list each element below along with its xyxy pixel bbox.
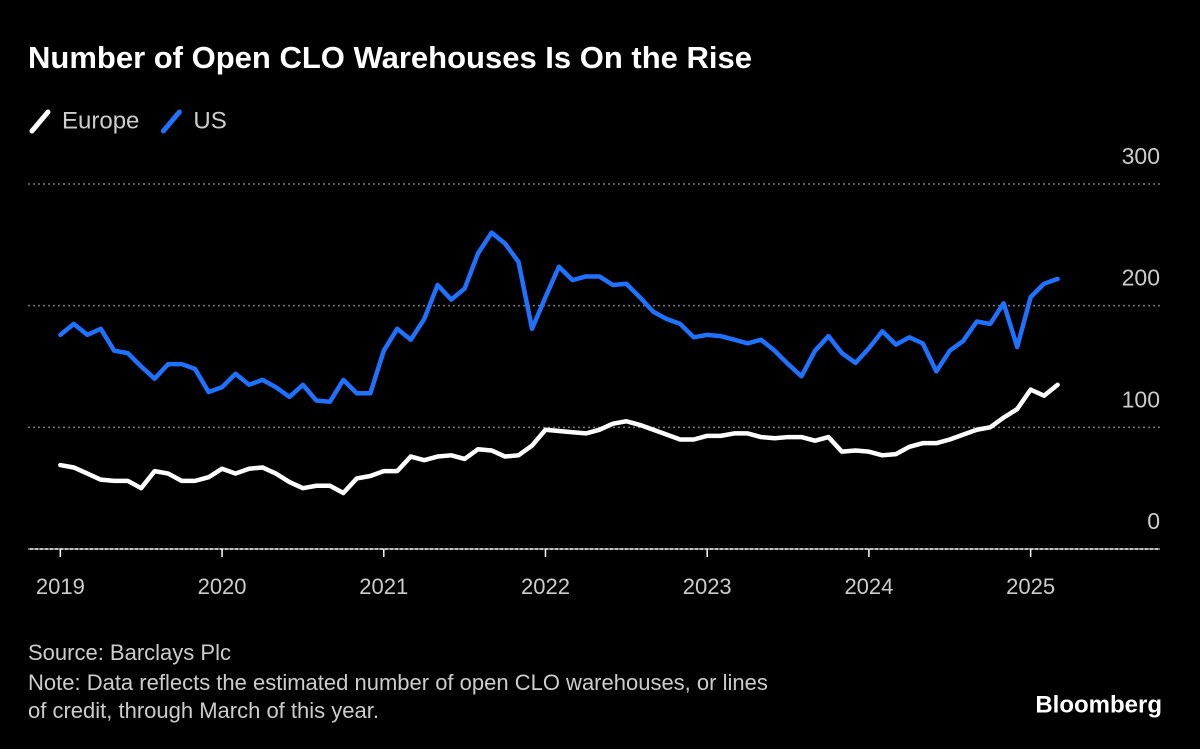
x-tick-label: 2022	[521, 574, 570, 599]
legend-label: Europe	[62, 107, 139, 134]
y-tick-label: 200	[1122, 265, 1160, 291]
legend-swatch	[160, 109, 182, 134]
x-tick-label: 2019	[36, 574, 85, 599]
y-tick-label: 0	[1147, 508, 1160, 534]
series-line	[58, 382, 1060, 496]
chart-title: Number of Open CLO Warehouses Is On the …	[28, 40, 752, 75]
note-line: of credit, through March of this year.	[28, 698, 379, 723]
brand: Bloomberg	[1035, 691, 1162, 718]
x-tick-label: 2020	[198, 574, 247, 599]
source: Source: Barclays Plc	[28, 640, 231, 665]
x-tick-label: 2021	[359, 574, 408, 599]
x-tick-label: 2025	[1006, 574, 1055, 599]
legend-swatch	[29, 109, 51, 134]
note-line: Note: Data reflects the estimated number…	[28, 670, 768, 695]
series-line	[58, 230, 1060, 405]
y-tick-label: 300	[1122, 143, 1160, 169]
y-tick-label: 100	[1122, 386, 1160, 412]
legend-label: US	[193, 107, 226, 134]
x-tick-label: 2024	[844, 574, 893, 599]
x-tick-label: 2023	[683, 574, 732, 599]
